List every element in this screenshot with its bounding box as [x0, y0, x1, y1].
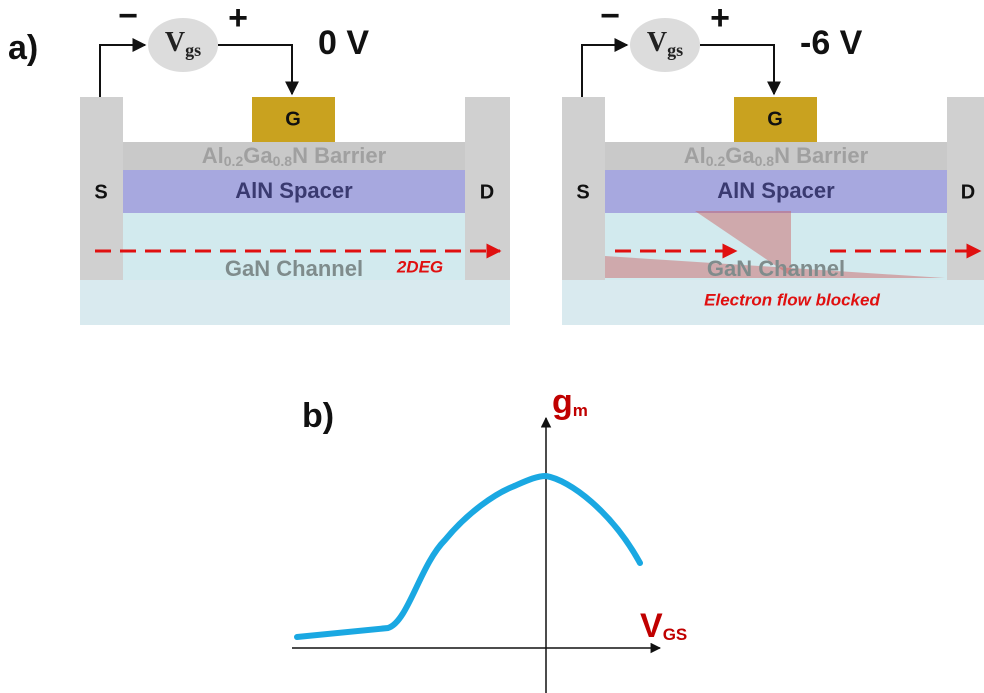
source-label: S: [576, 181, 589, 203]
spacer-label: AlN Spacer: [235, 178, 353, 203]
wire: [582, 45, 627, 97]
blocked-label: Electron flow blocked: [704, 290, 880, 309]
channel-label: GaN Channel: [707, 256, 845, 281]
minus-sign: −: [600, 0, 620, 35]
figure: a) Vgs − + 0 V G S D Al0.2Ga0.8N Barrier…: [0, 0, 984, 693]
spacer-label: AlN Spacer: [717, 178, 835, 203]
gate-label: G: [285, 108, 301, 130]
wire: [700, 45, 774, 94]
channel-label: GaN Channel: [225, 256, 363, 281]
gate-label: G: [767, 108, 783, 130]
x-axis-label: VGS: [640, 607, 687, 645]
drain-label: D: [961, 181, 975, 203]
minus-sign: −: [118, 0, 138, 35]
bias-label: -6 V: [800, 24, 863, 62]
plus-sign: +: [710, 0, 730, 37]
gm-curve: [297, 476, 640, 637]
y-axis-label: gm: [552, 383, 588, 421]
device: Vgs − + 0 V G S D Al0.2Ga0.8N Barrier Al…: [80, 0, 510, 325]
substrate: [80, 280, 510, 325]
bias-label: 0 V: [318, 24, 369, 62]
drain-label: D: [480, 181, 494, 203]
panel-label: b): [302, 397, 334, 435]
2deg-label: 2DEG: [396, 257, 443, 276]
source-label: S: [94, 181, 107, 203]
wire: [100, 45, 145, 97]
panel-label: a): [8, 29, 38, 67]
plus-sign: +: [228, 0, 248, 37]
device: Vgs − + -6 V G S D Al0.2Ga0.8N Barrier A…: [562, 0, 984, 325]
wire: [218, 45, 292, 94]
